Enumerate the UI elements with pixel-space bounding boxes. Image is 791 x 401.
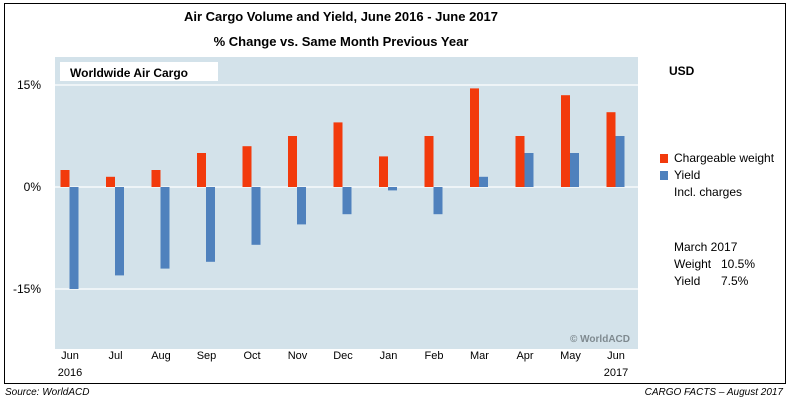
- bar-chargeable-weight: [242, 146, 252, 187]
- annotation-weight-value: 10.5%: [721, 257, 756, 271]
- inset-label: Worldwide Air Cargo: [70, 66, 188, 80]
- bar-chargeable-weight: [151, 170, 161, 187]
- x-tick-label: Nov: [288, 350, 308, 362]
- x-tick-label: Jan: [380, 350, 398, 362]
- legend-swatch-chargeable-weight: [660, 154, 668, 163]
- annotation-weight-label: Weight: [674, 257, 712, 271]
- bar-chargeable-weight: [424, 136, 434, 187]
- x-tick-label: Feb: [425, 350, 444, 362]
- bar-yield: [433, 187, 443, 215]
- bar-chargeable-weight: [470, 88, 479, 187]
- bar-chargeable-weight: [197, 153, 206, 187]
- x-tick-label: Dec: [333, 350, 353, 362]
- bar-chargeable-weight: [288, 136, 297, 187]
- bar-yield: [251, 187, 261, 245]
- legend-yield-note: Incl. charges: [674, 185, 743, 199]
- legend-label-yield: Yield: [674, 168, 701, 182]
- source-note: Source: WorldACD: [5, 387, 90, 398]
- bar-yield: [206, 187, 215, 262]
- annotation-yield-label: Yield: [674, 274, 701, 288]
- bar-chargeable-weight: [379, 156, 388, 187]
- bar-yield: [69, 187, 79, 289]
- x-tick-label: Oct: [243, 350, 260, 362]
- bar-yield: [297, 187, 306, 225]
- bar-yield: [342, 187, 352, 215]
- bar-yield: [479, 176, 488, 187]
- bar-yield: [570, 153, 579, 187]
- bar-yield: [388, 187, 397, 191]
- x-tick-label: Sep: [197, 350, 217, 362]
- currency-label: USD: [669, 64, 695, 78]
- x-tick-label: May: [560, 350, 581, 362]
- bar-yield: [160, 187, 170, 269]
- chart-title: Air Cargo Volume and Yield, June 2016 - …: [183, 9, 499, 24]
- bar-yield: [524, 153, 534, 187]
- y-tick-label: -15%: [13, 282, 41, 296]
- legend-swatch-yield: [660, 171, 668, 180]
- chart-subtitle: % Change vs. Same Month Previous Year: [213, 34, 469, 49]
- bar-chargeable-weight: [106, 176, 115, 187]
- annotation-heading: March 2017: [674, 240, 738, 254]
- x-tick-label: Mar: [470, 350, 489, 362]
- bar-chargeable-weight: [561, 95, 570, 187]
- bar-chargeable-weight: [515, 136, 525, 187]
- x-tick-label: Jul: [108, 350, 122, 362]
- y-tick-label: 0%: [24, 180, 42, 194]
- year-label-first: 2016: [58, 367, 82, 379]
- y-tick-label: 15%: [17, 78, 41, 92]
- x-tick-label: Jun: [607, 350, 625, 362]
- year-label-last: 2017: [604, 367, 628, 379]
- bar-yield: [615, 136, 625, 187]
- legend-label-chargeable-weight: Chargeable weight: [674, 151, 775, 165]
- publication-credit: CARGO FACTS – August 2017: [644, 387, 783, 398]
- bar-yield: [115, 187, 124, 276]
- bar-chargeable-weight: [60, 170, 70, 187]
- x-tick-label: Apr: [516, 350, 533, 362]
- legend-item-chargeable-weight: Chargeable weight: [660, 151, 774, 165]
- annotation-yield-value: 7.5%: [721, 274, 749, 288]
- inset-label-box: [60, 62, 218, 81]
- legend-item-yield: Yield: [660, 168, 700, 182]
- bar-chargeable-weight: [333, 122, 343, 187]
- x-tick-label: Aug: [151, 350, 171, 362]
- x-tick-label: Jun: [61, 350, 79, 362]
- watermark: © WorldACD: [570, 334, 630, 345]
- bar-chargeable-weight: [606, 112, 616, 187]
